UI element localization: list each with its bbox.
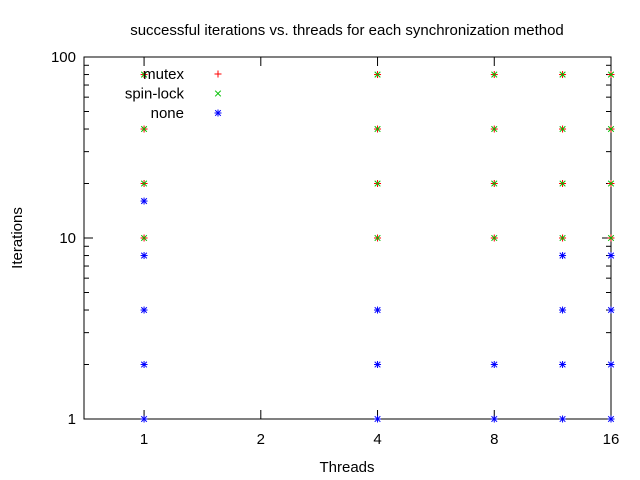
legend-marker-none <box>214 109 222 117</box>
x-tick-label: 8 <box>490 431 498 448</box>
legend-marker-spin-lock <box>214 90 222 97</box>
data-point-none <box>559 415 567 423</box>
data-point-none <box>607 306 615 314</box>
data-point-none <box>607 415 615 423</box>
data-point-spin-lock <box>374 234 381 242</box>
x-tick-label: 16 <box>603 431 620 448</box>
data-point-spin-lock <box>140 125 148 133</box>
data-point-none <box>140 197 148 205</box>
data-point-spin-lock <box>491 234 498 242</box>
y-axis-label: Iterations <box>9 207 26 269</box>
data-points <box>140 71 615 423</box>
data-point-none <box>374 415 382 423</box>
data-point-spin-lock <box>607 125 615 133</box>
y-tick-label: 100 <box>51 49 76 66</box>
data-point-none <box>559 252 567 260</box>
x-tick-label: 2 <box>257 431 265 448</box>
data-point-none <box>490 361 498 369</box>
data-point-spin-lock <box>607 234 615 242</box>
data-point-spin-lock <box>559 234 566 242</box>
data-point-none <box>374 361 382 369</box>
data-point-none <box>140 306 148 314</box>
data-point-spin-lock <box>140 71 148 78</box>
data-point-spin-lock <box>491 125 498 133</box>
legend-label-mutex: mutex <box>143 66 184 83</box>
data-point-none <box>559 361 567 369</box>
data-point-spin-lock <box>140 234 148 242</box>
data-point-spin-lock <box>374 180 381 187</box>
legend-label-spin-lock: spin-lock <box>125 86 185 103</box>
x-tick-label: 1 <box>140 431 148 448</box>
data-point-none <box>559 306 567 314</box>
legend-marker-mutex <box>214 70 222 78</box>
data-point-spin-lock <box>559 180 566 187</box>
data-point-none <box>140 252 148 260</box>
data-point-spin-lock <box>374 125 381 133</box>
x-axis-label: Threads <box>319 459 374 476</box>
legend: mutex spin-lock none <box>125 66 222 122</box>
data-point-spin-lock <box>559 71 566 78</box>
data-point-spin-lock <box>607 180 615 187</box>
data-point-spin-lock <box>491 71 498 78</box>
chart-title: successful iterations vs. threads for ea… <box>130 22 564 39</box>
data-point-spin-lock <box>374 71 381 78</box>
data-point-none <box>607 252 615 260</box>
data-point-none <box>140 361 148 369</box>
y-tick-label: 1 <box>68 411 76 428</box>
data-point-spin-lock <box>140 180 148 187</box>
data-point-none <box>140 415 148 423</box>
y-tick-label: 10 <box>59 230 76 247</box>
data-point-spin-lock <box>491 180 498 187</box>
tick-labels: 1 2 4 8 16 1 10 100 <box>51 49 619 448</box>
data-point-spin-lock <box>607 71 615 78</box>
legend-label-none: none <box>151 105 184 122</box>
data-point-none <box>607 361 615 369</box>
data-point-spin-lock <box>559 125 566 133</box>
data-point-none <box>490 415 498 423</box>
data-point-none <box>374 306 382 314</box>
x-tick-label: 4 <box>373 431 381 448</box>
